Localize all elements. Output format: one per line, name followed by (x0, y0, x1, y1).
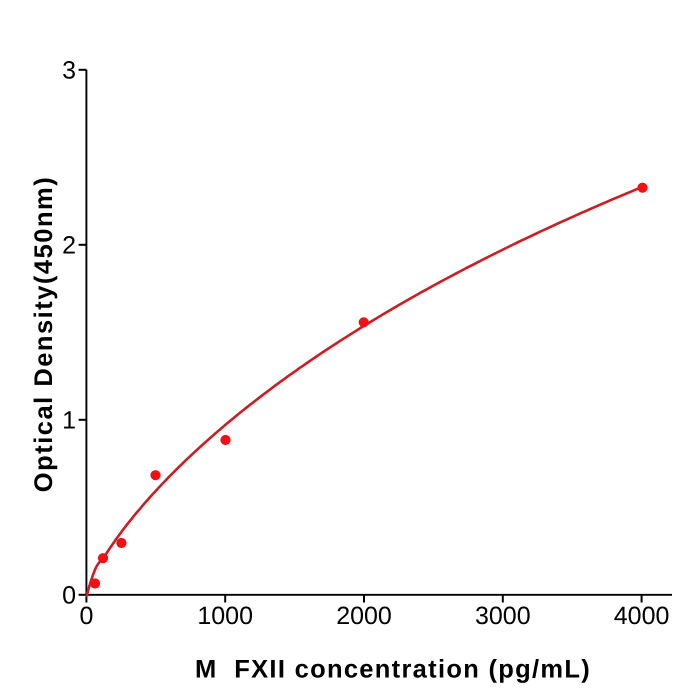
svg-text:0: 0 (79, 602, 93, 630)
svg-text:Optical Density(450nm): Optical Density(450nm) (30, 176, 58, 492)
svg-text:0: 0 (62, 582, 76, 610)
svg-text:2000: 2000 (336, 602, 392, 630)
svg-text:3: 3 (62, 57, 76, 85)
svg-text:M FXII concentration (pg/mL): M FXII concentration (pg/mL) (195, 656, 591, 684)
svg-text:3000: 3000 (475, 602, 531, 630)
svg-text:4000: 4000 (614, 602, 670, 630)
svg-text:1: 1 (62, 407, 76, 435)
svg-text:2: 2 (62, 232, 76, 260)
svg-text:1000: 1000 (197, 602, 253, 630)
